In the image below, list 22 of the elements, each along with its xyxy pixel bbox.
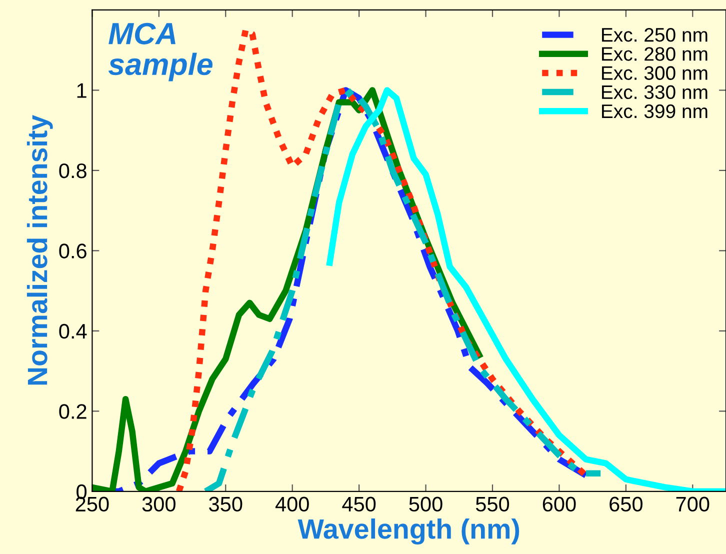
legend-label: Exc. 300 nm [602,66,708,80]
y-tick-label: 0.8 [59,163,86,178]
y-tick-label: 0.6 [59,244,86,258]
x-axis-title: Wavelength (nm) [298,518,520,544]
x-tick-label: 700 [676,496,710,512]
y-tick-label: 0.4 [59,324,87,339]
x-tick-label: 650 [610,496,642,512]
x-tick-label: 350 [209,496,242,512]
y-tick-label: 1 [77,83,86,98]
x-tick-label: 450 [342,496,376,512]
x-tick-label: 600 [542,496,576,512]
x-tick-label: 400 [275,496,309,512]
legend-label: Exc. 399 nm [602,104,708,118]
x-tick-label: 300 [142,496,176,512]
legend-label: Exc. 280 nm [602,47,708,61]
y-tick-label: 0.2 [59,404,86,419]
x-tick-label: 500 [409,496,442,512]
x-tick-label: 550 [476,496,510,512]
annotation: MCA sample [108,22,212,82]
legend-label: Exc. 330 nm [602,85,708,100]
legend-label: Exc. 250 nm [602,28,708,42]
y-axis-title: Normalized intensity [26,114,53,385]
